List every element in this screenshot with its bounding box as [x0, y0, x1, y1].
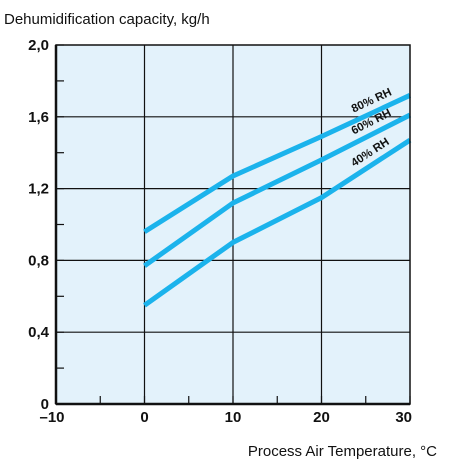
- y-tick-label: 1,6: [28, 109, 49, 126]
- x-axis-label: Process Air Temperature, °C: [248, 443, 437, 460]
- series-line-2: [143, 138, 412, 308]
- y-tick-label: 0,4: [28, 324, 50, 341]
- y-tick-label: 0,8: [28, 252, 49, 269]
- x-tick-labels: –10 0 10 20 30: [39, 409, 412, 426]
- grid-lines: [56, 45, 410, 404]
- x-tick-label: –10: [39, 409, 64, 426]
- x-tick-label: 30: [395, 409, 412, 426]
- y-tick-labels: 0 0,4 0,8 1,2 1,6 2,0: [28, 37, 50, 413]
- tick-marks: [55, 44, 411, 405]
- series-line-1: [143, 112, 412, 268]
- y-tick-label: 1,2: [28, 181, 49, 198]
- y-tick-label: 2,0: [28, 37, 49, 54]
- y-tick-label: 0: [41, 396, 49, 413]
- series-lines: [143, 93, 412, 308]
- x-tick-label: 20: [313, 409, 330, 426]
- chart-title: Dehumidification capacity, kg/h: [4, 11, 210, 28]
- series-line-0: [143, 93, 412, 234]
- x-tick-label: 0: [140, 409, 148, 426]
- x-tick-label: 10: [225, 409, 242, 426]
